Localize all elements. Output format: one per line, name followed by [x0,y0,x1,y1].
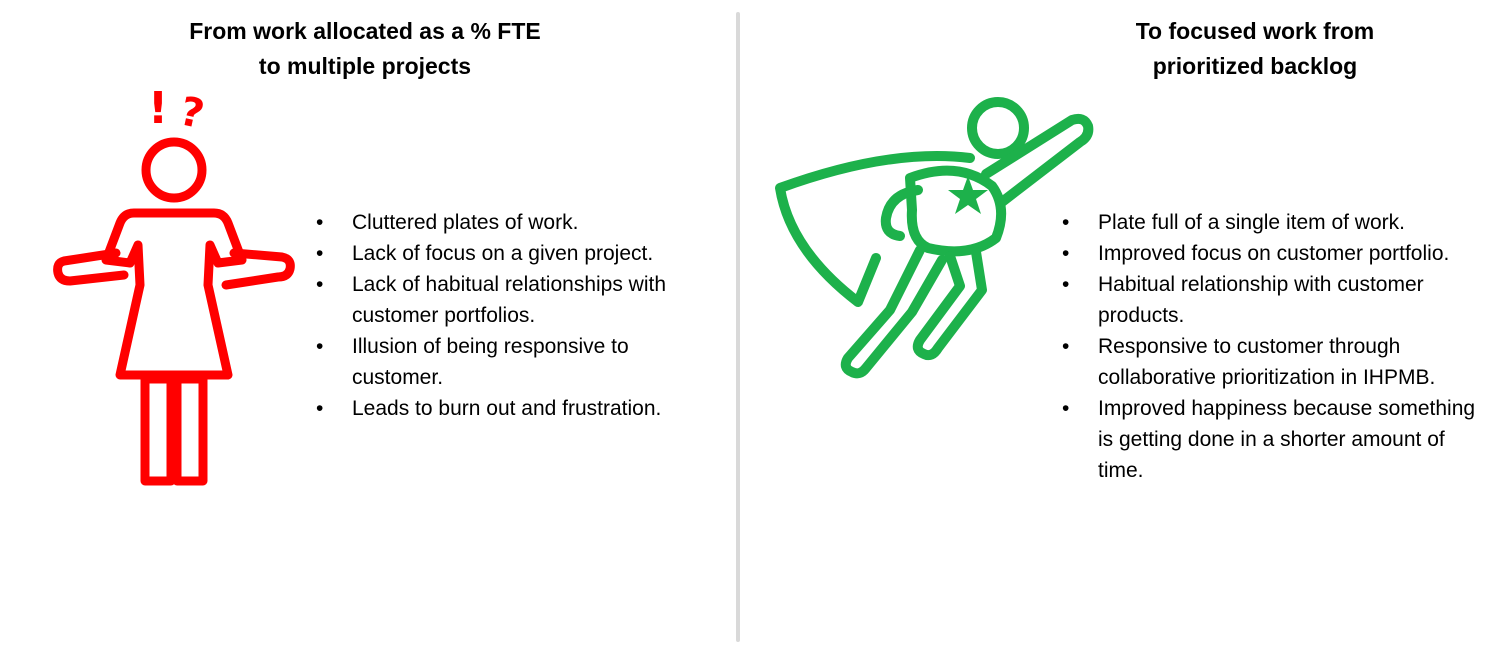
list-item: Plate full of a single item of work. [1062,207,1482,238]
right-bullet-list: Plate full of a single item of work. Imp… [1062,207,1482,486]
vertical-divider [736,12,740,642]
list-item: Leads to burn out and frustration. [316,393,686,424]
right-heading-line-2: prioritized backlog [1152,53,1358,79]
list-item: Cluttered plates of work. [316,207,686,238]
list-item: Habitual relationship with customer prod… [1062,269,1482,331]
question-mark: ? [176,88,208,138]
right-heading-line-1: To focused work from [1135,18,1375,44]
list-item: Responsive to customer through collabora… [1062,331,1482,393]
list-item: Improved focus on customer portfolio. [1062,238,1482,269]
list-item: Lack of habitual relationships with cust… [316,269,686,331]
right-heading: To focused work from prioritized backlog [1060,14,1450,84]
left-heading-line-1: From work allocated as a % FTE [189,18,541,44]
superhero-icon [775,97,1094,379]
left-bullet-list: Cluttered plates of work. Lack of focus … [316,207,686,424]
list-item: Lack of focus on a given project. [316,238,686,269]
list-item: Improved happiness because something is … [1062,393,1482,486]
exclamation-mark: ! [148,85,168,134]
list-item: Illusion of being responsive to customer… [316,331,686,393]
left-heading-line-2: to multiple projects [258,53,472,79]
confused-woman-icon: ! ? [53,85,295,486]
star-emblem [948,176,988,214]
left-heading: From work allocated as a % FTE to multip… [160,14,570,84]
